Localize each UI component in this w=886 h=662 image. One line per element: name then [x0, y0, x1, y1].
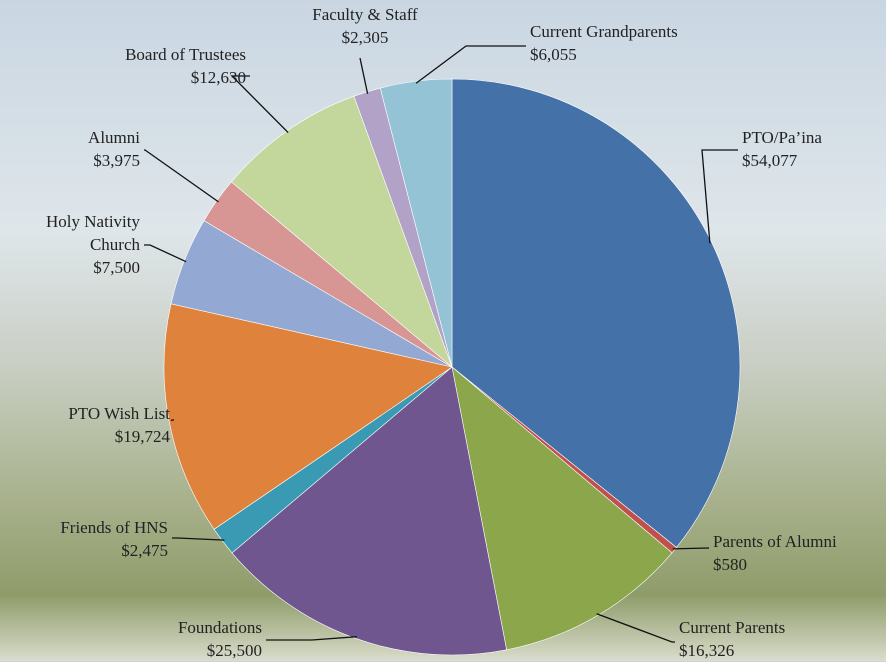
leader-line	[702, 150, 738, 243]
data-label: Holy Nativity Church$7,500	[15, 210, 140, 279]
data-label: Foundations$25,500	[178, 616, 262, 662]
category-label: PTO Wish List	[68, 402, 170, 425]
category-label: Faculty & Staff	[265, 3, 465, 26]
value-label: $2,475	[60, 539, 168, 562]
category-label: Current Grandparents	[530, 20, 678, 43]
value-label: $54,077	[742, 149, 822, 172]
data-label: Current Grandparents$6,055	[530, 20, 678, 66]
value-label: $19,724	[68, 425, 170, 448]
leader-line	[266, 637, 357, 640]
data-label: Alumni$3,975	[88, 126, 140, 172]
value-label: $12,630	[125, 66, 246, 89]
leader-line	[360, 58, 368, 94]
leader-line	[144, 150, 219, 202]
value-label: $16,326	[679, 639, 785, 662]
data-label: PTO/Pa’ina$54,077	[742, 126, 822, 172]
category-label: Board of Trustees	[125, 43, 246, 66]
page: (() => { const data = JSON.parse(documen…	[0, 0, 886, 661]
value-label: $3,975	[88, 149, 140, 172]
category-label: Friends of HNS	[60, 516, 168, 539]
value-label: $2,305	[265, 26, 465, 49]
leader-line	[416, 46, 526, 83]
category-label: Alumni	[88, 126, 140, 149]
value-label: $580	[713, 553, 837, 576]
leader-line	[673, 548, 709, 549]
category-label: Current Parents	[679, 616, 785, 639]
data-label: Friends of HNS$2,475	[60, 516, 168, 562]
category-label: Parents of Alumni	[713, 530, 837, 553]
leader-line	[144, 245, 186, 262]
data-label: Parents of Alumni$580	[713, 530, 837, 576]
leader-line	[597, 614, 675, 642]
leader-line	[172, 538, 224, 540]
data-label: Board of Trustees$12,630	[125, 43, 246, 89]
value-label: $6,055	[530, 43, 678, 66]
data-label: Current Parents$16,326	[679, 616, 785, 662]
leader-line	[171, 420, 174, 421]
data-label: Faculty & Staff$2,305	[265, 3, 465, 49]
value-label: $25,500	[178, 639, 262, 662]
category-label: Holy Nativity Church	[15, 210, 140, 256]
category-label: Foundations	[178, 616, 262, 639]
value-label: $7,500	[15, 256, 140, 279]
category-label: PTO/Pa’ina	[742, 126, 822, 149]
data-label: PTO Wish List$19,724	[68, 402, 170, 448]
